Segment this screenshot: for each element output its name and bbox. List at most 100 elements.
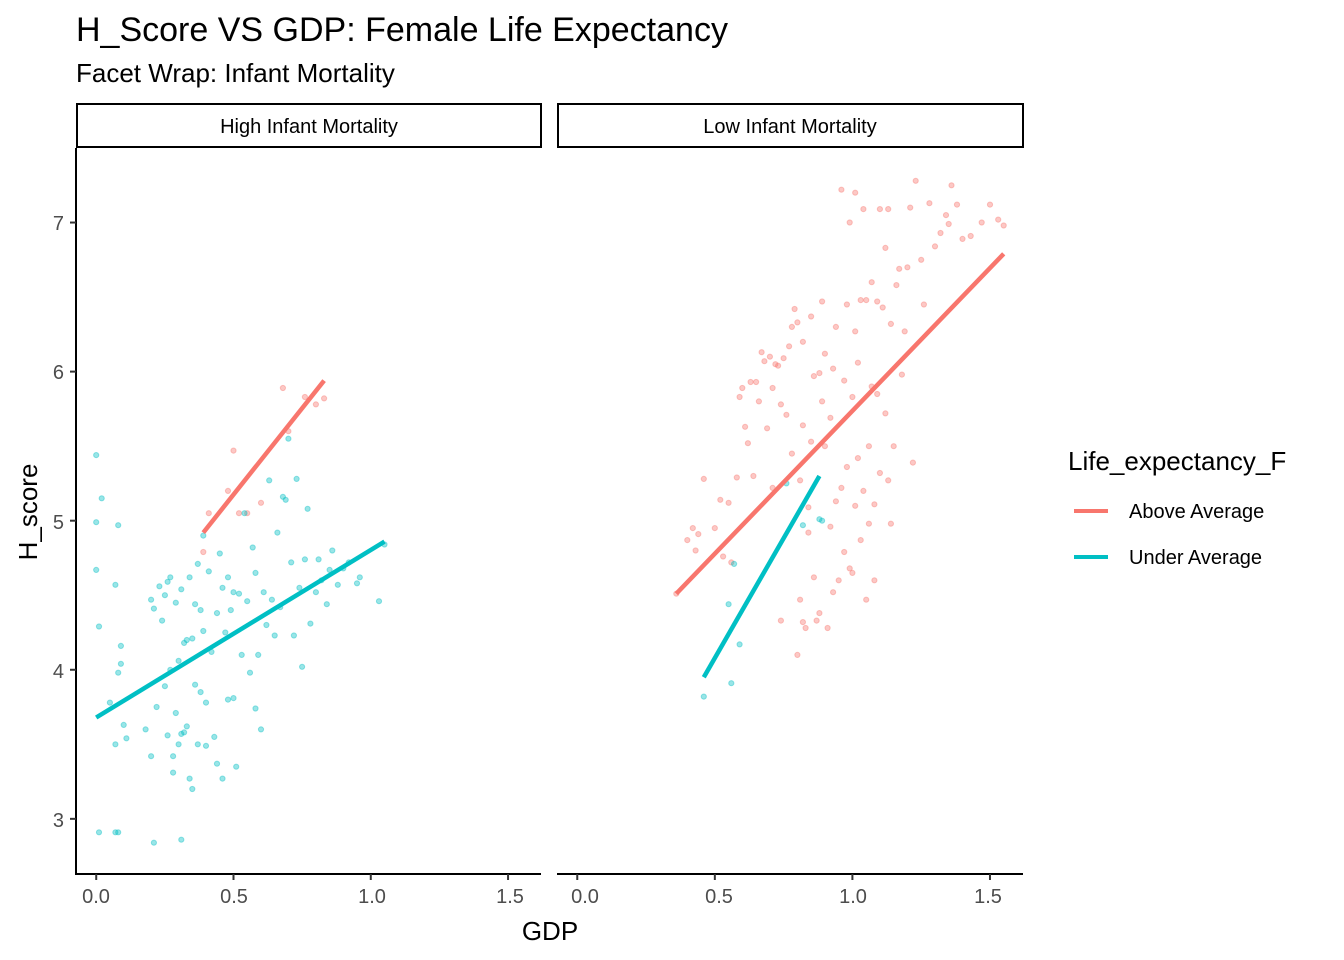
data-point-above-average <box>692 547 699 554</box>
data-point-above-average <box>758 349 765 356</box>
data-point-under-average <box>183 636 190 644</box>
data-point-under-average <box>178 586 185 593</box>
data-point-above-average <box>879 304 886 311</box>
facet-strip-label: Low Infant Mortality <box>703 116 876 138</box>
data-point-above-average <box>852 328 859 335</box>
facet-strip-high: High Infant Mortality <box>76 103 542 148</box>
data-point-under-average <box>282 496 289 503</box>
data-point-above-average <box>772 361 779 368</box>
data-point-under-average <box>224 574 232 581</box>
data-point-above-average <box>786 343 793 350</box>
data-point-under-average <box>230 589 237 596</box>
data-point-under-average <box>279 493 286 500</box>
data-point-above-average <box>876 206 884 213</box>
data-point-under-average <box>288 559 295 566</box>
data-point-above-average <box>918 256 925 263</box>
data-point-under-average <box>271 632 278 639</box>
data-point-above-average <box>733 474 740 481</box>
data-point-under-average <box>181 639 188 647</box>
data-point-under-average <box>117 660 125 667</box>
data-point-under-average <box>211 733 218 741</box>
data-point-above-average <box>885 477 892 484</box>
data-point-under-average <box>115 829 122 836</box>
data-point-above-average <box>865 520 873 527</box>
data-point-under-average <box>238 651 245 659</box>
data-point-under-average <box>329 547 336 554</box>
data-point-under-average <box>731 560 738 568</box>
data-point-under-average <box>115 669 122 676</box>
data-point-above-average <box>742 423 749 430</box>
data-point-under-average <box>819 517 826 524</box>
data-point-above-average <box>764 425 771 432</box>
data-point-under-average <box>260 589 267 596</box>
data-point-above-average <box>810 373 818 380</box>
data-point-above-average <box>885 206 892 213</box>
data-point-above-average <box>695 531 702 538</box>
data-point-under-average <box>736 641 743 648</box>
data-point-above-average <box>843 301 851 308</box>
data-point-under-average <box>227 607 234 614</box>
data-point-above-average <box>978 219 985 226</box>
data-point-under-average <box>189 635 196 642</box>
data-point-above-average <box>860 487 867 494</box>
data-point-under-average <box>156 583 163 590</box>
data-point-above-average <box>799 619 807 626</box>
data-point-under-average <box>181 729 188 736</box>
data-point-under-average <box>186 574 193 581</box>
facet-strip-box <box>557 103 1024 148</box>
data-point-above-average <box>953 201 961 208</box>
data-point-under-average <box>150 605 157 612</box>
legend-label-under-average: Under Average <box>1129 547 1262 569</box>
data-point-under-average <box>307 620 314 627</box>
data-point-under-average <box>98 495 105 502</box>
data-point-above-average <box>857 297 864 304</box>
x-tick-label: 1.0 <box>839 886 867 908</box>
data-point-above-average <box>912 177 919 184</box>
data-point-under-average <box>301 556 308 563</box>
data-point-under-average <box>299 663 306 670</box>
x-tick-label: 0.5 <box>705 886 733 908</box>
legend: Life_expectancy_F Above Average Under Av… <box>1068 446 1286 569</box>
data-point-above-average <box>841 548 848 556</box>
data-point-above-average <box>832 498 840 505</box>
data-point-under-average <box>725 601 732 608</box>
data-point-under-average <box>178 730 185 738</box>
data-point-under-average <box>304 505 311 512</box>
data-point-above-average <box>874 298 881 305</box>
x-axis-title: GDP <box>522 916 578 946</box>
data-point-under-average <box>178 836 185 843</box>
y-tick-label: 3 <box>53 810 64 832</box>
data-point-under-average <box>172 599 179 606</box>
data-point-above-average <box>874 390 881 398</box>
facet-strip-box <box>76 103 542 148</box>
data-point-under-average <box>175 741 182 748</box>
data-point-above-average <box>235 510 243 517</box>
data-point-under-average <box>323 601 330 608</box>
data-point-above-average <box>810 574 818 581</box>
x-tick-label: 0.0 <box>82 886 110 908</box>
data-point-under-average <box>112 829 119 836</box>
data-point-under-average <box>202 742 210 749</box>
x-axis-ticks-high: 0.0 0.5 1.0 1.5 <box>82 886 524 908</box>
data-point-above-average <box>761 358 768 365</box>
data-point-under-average <box>192 681 199 688</box>
data-point-above-average <box>689 525 696 532</box>
data-point-above-average <box>725 499 732 506</box>
data-point-above-average <box>780 355 787 362</box>
data-point-above-average <box>777 401 785 408</box>
data-point-under-average <box>216 550 223 557</box>
data-point-under-average <box>266 477 273 484</box>
data-point-above-average <box>720 553 727 560</box>
data-point-under-average <box>356 574 363 581</box>
y-tick-label: 4 <box>53 661 64 683</box>
data-point-above-average <box>986 201 994 208</box>
data-point-above-average <box>827 523 834 530</box>
data-point-above-average <box>717 496 724 503</box>
data-point-above-average <box>684 537 691 544</box>
data-point-under-average <box>172 709 179 717</box>
data-point-above-average <box>942 212 950 219</box>
data-point-above-average <box>794 319 801 326</box>
data-point-under-average <box>290 632 297 639</box>
data-point-under-average <box>148 596 155 603</box>
data-point-above-average <box>841 377 848 384</box>
